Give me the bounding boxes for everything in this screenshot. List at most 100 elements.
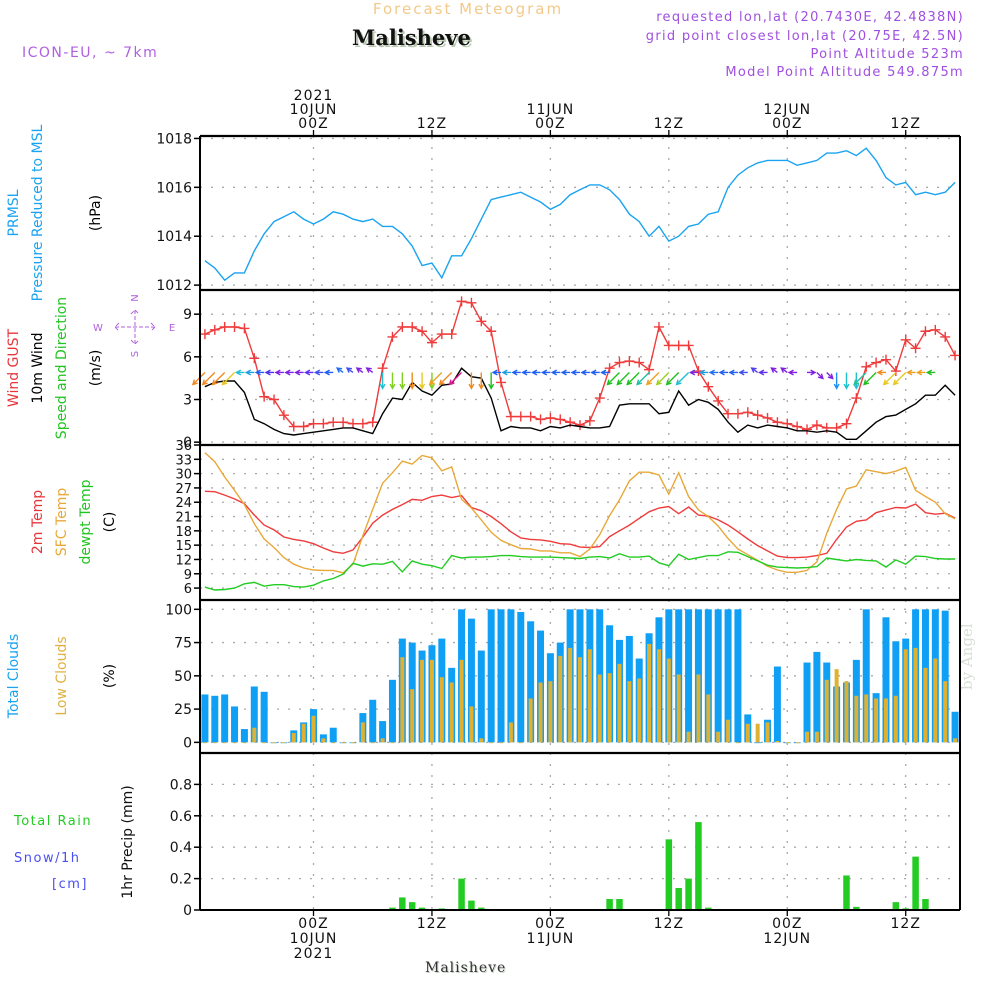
rain-bar: [705, 907, 712, 910]
low-cloud-bar: [617, 663, 622, 743]
y-tick-label: 33: [175, 453, 192, 468]
low-cloud-bar: [578, 657, 582, 743]
gust-marker: [338, 417, 349, 428]
gust-marker: [486, 326, 497, 337]
low-cloud-bar: [321, 738, 326, 743]
y-tick-label: 30: [175, 468, 192, 483]
y-tick-label: 1012: [156, 278, 192, 294]
gust-marker: [377, 363, 388, 374]
time-label-bottom: 00Z: [298, 916, 328, 932]
total-cloud-bar: [734, 609, 742, 743]
time-label-bottom: 12JUN: [763, 931, 811, 947]
rain-bar: [389, 907, 396, 910]
low-cloud-bar: [814, 731, 819, 743]
rain-bar: [606, 899, 613, 910]
y-tick-label: 0.4: [170, 840, 192, 856]
total-cloud-bar: [467, 618, 475, 743]
time-label-top: 11JUN: [527, 102, 575, 118]
wind-direction-arrow: [313, 369, 324, 376]
panel-axis-label: (hPa): [88, 195, 104, 231]
total-cloud-bar: [240, 729, 248, 743]
total-cloud-bar: [507, 609, 515, 743]
panel-axis-label: PRMSL: [6, 189, 22, 236]
wind-direction-arrow: [478, 372, 485, 390]
total-cloud-bar: [704, 609, 712, 743]
total-cloud-bar: [250, 686, 258, 743]
wind-direction-arrow: [335, 367, 344, 374]
y-tick-label: 0: [183, 735, 192, 751]
panel-axis-label: Speed and Direction: [54, 297, 70, 439]
low-cloud-bar: [499, 742, 504, 744]
gust-marker: [328, 417, 339, 428]
gust-marker: [604, 363, 615, 374]
low-cloud-bar: [518, 742, 523, 744]
low-cloud-bar: [745, 723, 750, 743]
y-tick-label: 0.6: [170, 809, 192, 825]
rain-bar: [418, 907, 426, 910]
wind-direction-arrow: [399, 372, 406, 390]
gust-marker: [436, 329, 447, 340]
wind-direction-arrow: [728, 369, 738, 376]
wind-direction-arrow: [304, 369, 314, 376]
gust-marker: [575, 420, 585, 431]
low-cloud-bar: [222, 742, 227, 744]
wind-direction-arrow: [758, 369, 768, 376]
panel-axis-label: 2m Temp: [30, 490, 46, 554]
gust-marker: [673, 340, 684, 351]
low-cloud-bar: [380, 738, 385, 743]
gust-marker: [288, 421, 299, 432]
y-tick-label: 24: [175, 496, 192, 511]
low-cloud-bar: [805, 731, 810, 743]
low-cloud-bar: [627, 681, 632, 743]
gust-marker: [772, 417, 783, 428]
wind-direction-arrow: [254, 369, 265, 376]
wind-direction-arrow: [636, 371, 650, 386]
gust-marker: [594, 393, 605, 404]
y-tick-label: 0: [183, 903, 192, 919]
gust-marker: [723, 408, 734, 419]
low-cloud-bar: [459, 659, 464, 743]
rain-bar: [853, 906, 860, 910]
wind-direction-arrow: [521, 369, 531, 376]
low-cloud-bar: [252, 727, 257, 743]
wind-direction-arrow: [645, 371, 660, 386]
gust-marker: [663, 340, 674, 351]
y-tick-label: 36: [175, 439, 192, 454]
model-point-altitude: Model Point Altitude 549.875m: [725, 65, 964, 80]
gust-marker: [742, 407, 753, 418]
wind-direction-arrow: [665, 371, 680, 386]
wind-direction-arrow: [323, 369, 334, 376]
gust-marker: [802, 424, 813, 435]
wind-direction-arrow: [221, 371, 236, 386]
low-cloud-bar: [785, 742, 790, 744]
wind-direction-arrow: [540, 369, 551, 376]
gust-marker: [584, 415, 595, 426]
wind-direction-arrow: [590, 369, 600, 376]
wind-direction-arrow: [550, 369, 561, 376]
rain-bar: [922, 899, 929, 910]
low-cloud-bar: [834, 669, 839, 743]
precip-panel: 0 0.2 0.4 0.6 0.8: [170, 751, 961, 919]
wind-direction-arrow: [284, 369, 294, 376]
total-cloud-bar: [487, 609, 495, 743]
y-tick-label: 21: [175, 511, 192, 526]
time-label-bottom: 11JUN: [527, 931, 575, 947]
low-cloud-bar: [735, 742, 740, 744]
y-tick-label: 0.8: [170, 777, 192, 793]
wind-direction-arrow: [389, 372, 396, 390]
wind-direction-arrow: [428, 371, 443, 386]
low-cloud-bar: [943, 681, 948, 743]
y-tick-label: 6: [183, 350, 192, 366]
gust-marker: [318, 418, 329, 429]
gust-marker: [308, 418, 319, 429]
gust-marker: [278, 410, 289, 421]
gust-marker: [426, 337, 437, 348]
station-title: Malisheve: [352, 25, 471, 50]
gust-marker: [555, 414, 566, 425]
wind-direction-arrow: [274, 369, 284, 376]
wind-direction-arrow: [606, 371, 620, 386]
y-tick-label: 18: [175, 525, 192, 540]
low-cloud-bar: [686, 731, 691, 743]
wind-direction-arrow: [882, 371, 897, 386]
low-cloud-bar: [410, 689, 415, 743]
